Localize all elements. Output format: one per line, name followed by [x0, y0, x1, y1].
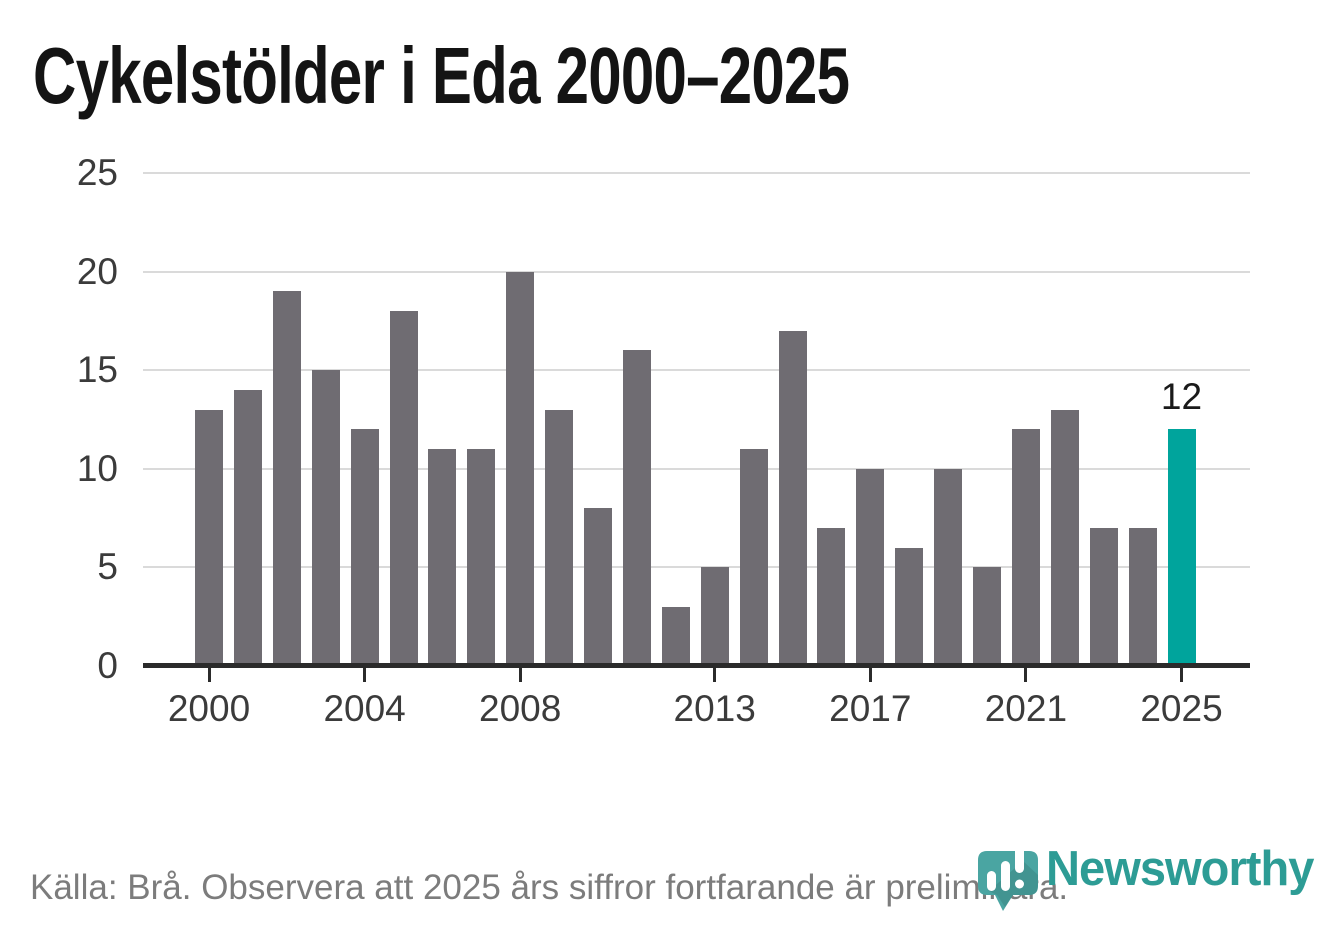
newsworthy-wordmark: Newsworthy — [1046, 842, 1314, 896]
x-axis-label-2025: 2025 — [1140, 688, 1223, 729]
gridline-y-20 — [143, 270, 1250, 273]
gridline-y-10 — [143, 467, 1250, 470]
bar-2008 — [506, 271, 535, 666]
newsworthy-logo: Newsworthy — [977, 843, 1322, 913]
y-axis-label-10: 10 — [76, 447, 118, 489]
x-tick-2021 — [1024, 668, 1028, 682]
bar-2015 — [778, 330, 807, 666]
bar-2017 — [856, 468, 885, 666]
x-axis-label-2021: 2021 — [984, 688, 1068, 729]
bar-2019 — [934, 468, 963, 666]
x-tick-2008 — [518, 668, 522, 682]
bar-2000 — [195, 409, 223, 666]
x-tick-2000 — [207, 668, 211, 682]
y-axis-label-0: 0 — [97, 645, 118, 686]
bar-2024 — [1128, 527, 1157, 666]
gridline-y-15 — [143, 369, 1250, 372]
x-tick-2013 — [713, 668, 717, 682]
bar-2020 — [973, 567, 1001, 666]
bar-2013 — [700, 567, 729, 666]
bar-2006 — [428, 449, 457, 666]
bar-2016 — [817, 527, 846, 666]
bar-2011 — [622, 350, 651, 666]
x-axis-label-2017: 2017 — [829, 688, 912, 729]
x-axis-label-2000: 2000 — [167, 688, 251, 729]
x-axis-label-2013: 2013 — [673, 688, 756, 729]
x-axis-label-2004: 2004 — [323, 688, 406, 729]
gridline-y-5 — [143, 566, 1250, 569]
x-axis-label-2008: 2008 — [479, 688, 562, 729]
bar-2003 — [311, 370, 340, 666]
x-tick-2025 — [1180, 668, 1183, 682]
y-axis-label-20: 20 — [76, 250, 118, 292]
bar-2001 — [233, 389, 262, 666]
bar-2002 — [272, 291, 301, 666]
newsworthy-pin-barchart-icon — [978, 843, 1038, 911]
chart-title: Cykelstölder i Eda 2000–2025 — [33, 31, 850, 120]
bar-2023 — [1089, 527, 1118, 666]
gridline-y-25 — [143, 172, 1250, 174]
bar-2021 — [1011, 429, 1040, 666]
y-axis-label-15: 15 — [76, 349, 118, 391]
x-tick-2017 — [868, 668, 872, 682]
y-axis-label-5: 5 — [97, 546, 118, 588]
bar-2010 — [584, 508, 612, 666]
source-note: Källa: Brå. Observera att 2025 års siffr… — [30, 868, 1069, 907]
bar-value-label-2025: 12 — [1160, 376, 1203, 418]
bar-2025 — [1167, 429, 1196, 666]
bar-2022 — [1050, 409, 1079, 666]
bar-2012 — [661, 606, 690, 666]
bar-2005 — [389, 311, 418, 666]
bar-2009 — [545, 409, 574, 666]
y-axis-label-25: 25 — [76, 152, 118, 193]
x-tick-2004 — [363, 668, 367, 682]
bar-2004 — [350, 429, 379, 666]
bar-2007 — [467, 449, 496, 666]
bar-2018 — [895, 547, 924, 666]
x-axis-line — [143, 663, 1250, 668]
bar-2014 — [739, 449, 768, 666]
